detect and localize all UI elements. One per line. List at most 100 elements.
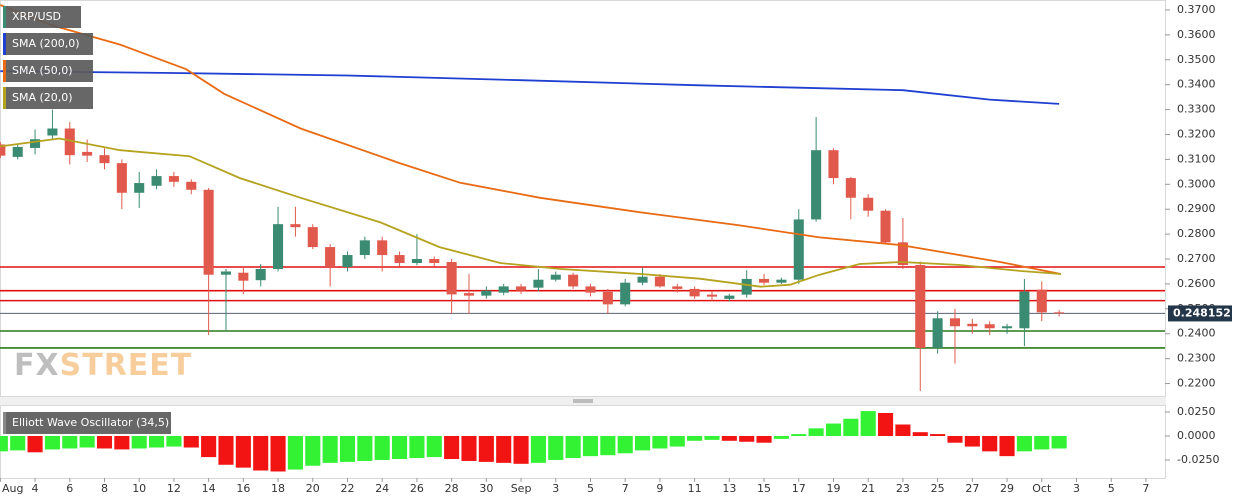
oscillator-bar bbox=[513, 436, 529, 464]
legend-label: SMA (200,0) bbox=[12, 37, 80, 50]
candle-body bbox=[984, 324, 995, 329]
candle-body bbox=[949, 318, 961, 327]
oscillator-bar bbox=[270, 436, 286, 472]
x-tick-label: 20 bbox=[306, 482, 320, 495]
oscillator-bar bbox=[895, 424, 911, 437]
oscillator-bar bbox=[27, 436, 43, 453]
x-tick-label: 26 bbox=[410, 482, 424, 495]
y-tick-label: 0.0250 bbox=[1177, 405, 1216, 418]
x-tick-label: 28 bbox=[445, 482, 459, 495]
x-tick-label: 21 bbox=[861, 482, 875, 495]
panel-divider[interactable] bbox=[0, 397, 1166, 405]
oscillator-bar bbox=[982, 436, 998, 452]
candle-body bbox=[325, 247, 336, 267]
sma-line bbox=[0, 70, 1060, 105]
oscillator-bar bbox=[339, 436, 356, 462]
oscillator-bar bbox=[652, 436, 668, 449]
y-tick-label: -0.0250 bbox=[1177, 453, 1219, 466]
x-tick-label: 23 bbox=[896, 482, 910, 495]
candle-body bbox=[273, 224, 284, 269]
x-tick-label: 4 bbox=[32, 482, 39, 495]
candle-body bbox=[12, 146, 23, 157]
oscillator-bar bbox=[756, 436, 772, 443]
candle-body bbox=[516, 286, 527, 291]
legend-swatch bbox=[3, 412, 6, 434]
oscillator-bar bbox=[322, 436, 338, 463]
candle-body bbox=[99, 155, 110, 164]
x-tick-label: 5 bbox=[1108, 482, 1115, 495]
oscillator-label: Elliott Wave Oscillator (34,5) bbox=[12, 416, 169, 429]
x-tick-label: 12 bbox=[167, 482, 181, 495]
oscillator-bar bbox=[930, 434, 946, 437]
oscillator-bar bbox=[114, 436, 130, 450]
candle-body bbox=[1019, 291, 1030, 329]
candle-body bbox=[446, 262, 457, 295]
candle-body bbox=[220, 271, 232, 275]
oscillator-bar bbox=[478, 436, 494, 462]
oscillator-bar bbox=[530, 436, 546, 463]
candle-body bbox=[654, 276, 665, 287]
candle-body bbox=[377, 240, 388, 256]
oscillator-bar bbox=[1016, 436, 1032, 452]
x-tick-label: 3 bbox=[1073, 482, 1080, 495]
x-tick-label: 19 bbox=[826, 482, 840, 495]
candle-body bbox=[689, 288, 700, 297]
candle-body bbox=[967, 323, 978, 327]
x-tick-label: 3 bbox=[552, 482, 559, 495]
x-tick-label: 29 bbox=[1000, 482, 1014, 495]
x-tick-label: 30 bbox=[479, 482, 493, 495]
legend: XRP/USD SMA (200,0) SMA (50,0) SMA (20,0) El… bbox=[3, 6, 171, 434]
y-tick-label: 0.0000 bbox=[1177, 429, 1216, 442]
oscillator-bar bbox=[773, 436, 789, 439]
x-tick-label: 22 bbox=[340, 482, 354, 495]
candle-body bbox=[411, 259, 422, 264]
candle-body bbox=[463, 293, 475, 296]
oscillator-bar bbox=[166, 436, 182, 447]
oscillator-bar bbox=[131, 436, 147, 449]
oscillator-bar bbox=[704, 436, 720, 440]
y-tick-label: 0.2600 bbox=[1177, 277, 1216, 290]
y-tick-label: 0.3500 bbox=[1177, 53, 1216, 66]
x-tick-label: 18 bbox=[271, 482, 285, 495]
x-tick-label: 17 bbox=[792, 482, 806, 495]
oscillator-bar bbox=[860, 411, 876, 437]
oscillator-bar bbox=[825, 423, 842, 437]
candle-body bbox=[776, 279, 787, 283]
y-tick-label: 0.2800 bbox=[1177, 227, 1216, 240]
y-tick-label: 0.2700 bbox=[1177, 252, 1216, 265]
x-tick-label: 27 bbox=[965, 482, 979, 495]
oscillator-bar bbox=[582, 436, 599, 457]
x-tick-label: 14 bbox=[202, 482, 216, 495]
oscillator-bar bbox=[444, 436, 460, 460]
y-tick-label: 0.2300 bbox=[1177, 352, 1216, 365]
candle-body bbox=[307, 227, 318, 248]
candle-body bbox=[793, 219, 804, 280]
candle-body bbox=[880, 210, 891, 243]
x-tick-label: 15 bbox=[757, 482, 771, 495]
oscillator-bar bbox=[964, 436, 980, 447]
y-tick-label: 0.3300 bbox=[1177, 103, 1216, 116]
legend-swatch bbox=[3, 60, 6, 82]
candle-body bbox=[637, 276, 648, 283]
x-tick-label: 24 bbox=[375, 482, 389, 495]
legend-swatch bbox=[3, 6, 6, 28]
candle-body bbox=[863, 197, 874, 211]
oscillator-bar bbox=[999, 436, 1015, 457]
candle-body bbox=[30, 139, 41, 148]
last-price-box bbox=[1168, 305, 1232, 322]
candle-body bbox=[359, 240, 370, 256]
candle-body bbox=[203, 189, 214, 275]
candle-body bbox=[724, 295, 735, 299]
candle-body bbox=[64, 128, 75, 156]
candle-body bbox=[134, 183, 145, 193]
candle-body bbox=[741, 278, 752, 295]
candle-body bbox=[394, 255, 405, 264]
y-tick-label: 0.3200 bbox=[1177, 127, 1216, 140]
oscillator-bar bbox=[253, 436, 269, 471]
y-tick-label: 0.2900 bbox=[1177, 202, 1216, 215]
x-tick-label: 5 bbox=[587, 482, 594, 495]
candle-body bbox=[533, 279, 544, 288]
legend-label: XRP/USD bbox=[12, 10, 61, 23]
oscillator-bar bbox=[10, 436, 26, 451]
oscillator-label-box bbox=[3, 412, 171, 434]
